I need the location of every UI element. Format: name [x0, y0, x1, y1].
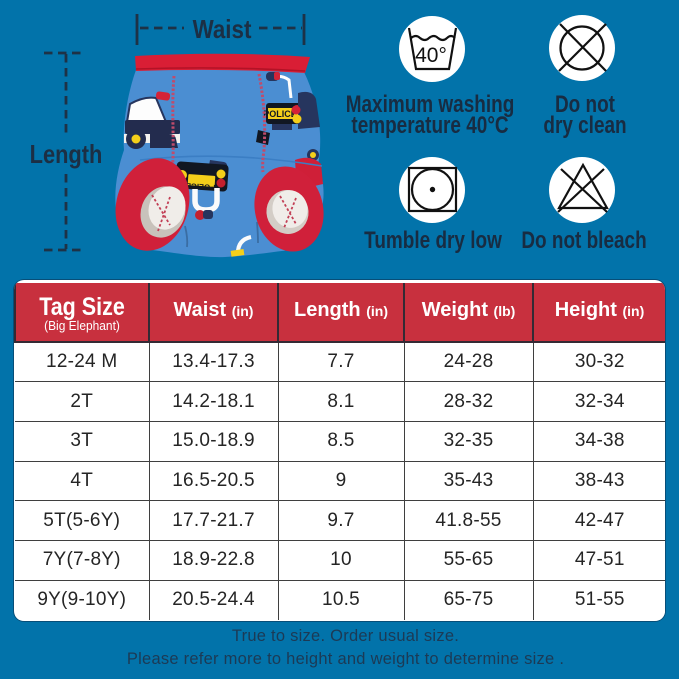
svg-text:POLICE: POLICE	[263, 109, 297, 119]
svg-text:POLICE: POLICE	[185, 181, 216, 192]
svg-text:40°: 40°	[415, 44, 447, 67]
